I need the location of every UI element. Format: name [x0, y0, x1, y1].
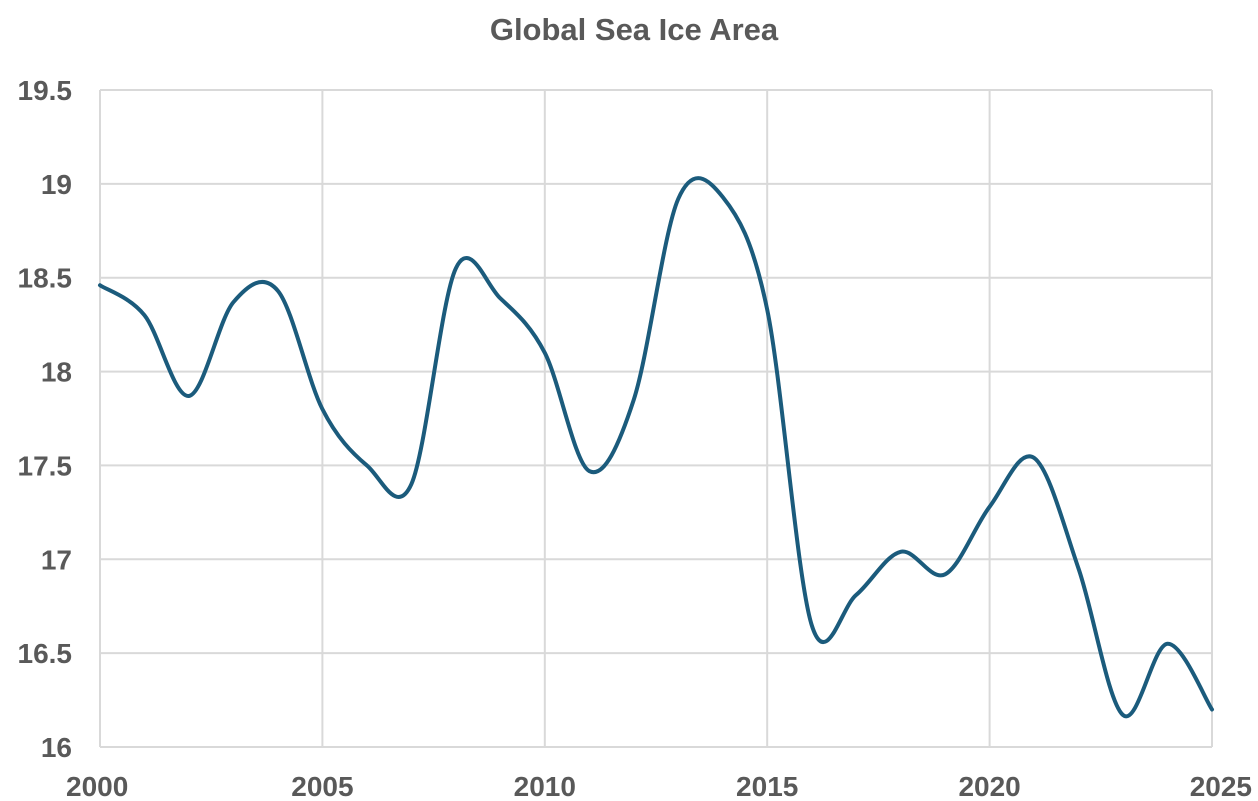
y-tick-label: 17.5	[18, 450, 73, 481]
chart-title: Global Sea Ice Area	[490, 12, 779, 47]
y-tick-label: 16	[41, 732, 72, 763]
y-tick-label: 18	[41, 357, 72, 388]
x-tick-label: 2020	[958, 771, 1020, 801]
x-tick-label: 2000	[66, 771, 128, 801]
y-tick-label: 19	[41, 169, 72, 200]
y-tick-label: 16.5	[18, 638, 73, 669]
y-tick-label: 19.5	[18, 75, 73, 106]
x-tick-label: 2005	[291, 771, 353, 801]
x-axis-tick-labels: 2000 2005 2010 2015 2020 2025	[66, 771, 1252, 801]
x-tick-label: 2010	[514, 771, 576, 801]
series-layer	[98, 176, 1214, 719]
series-line	[98, 176, 1214, 719]
y-tick-label: 18.5	[18, 263, 73, 294]
x-tick-label: 2025	[1190, 771, 1252, 801]
x-tick-label: 2015	[736, 771, 798, 801]
y-axis-tick-labels: 16 16.5 17 17.5 18 18.5 19 19.5	[18, 75, 73, 763]
y-tick-label: 17	[41, 544, 72, 575]
grid	[99, 89, 1213, 748]
